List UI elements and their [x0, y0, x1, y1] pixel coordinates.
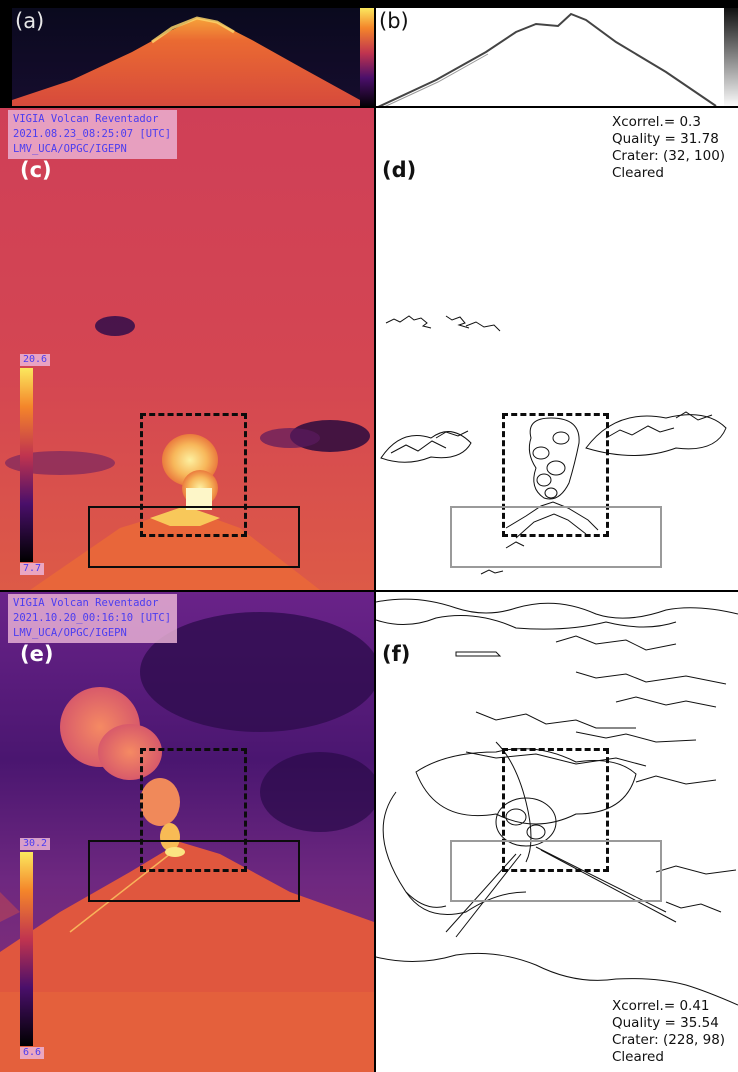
stats-f: Xcorrel.= 0.41 Quality = 35.54 Crater: (… — [612, 998, 725, 1066]
panel-d: Xcorrel.= 0.3 Quality = 31.78 Crater: (3… — [376, 108, 738, 590]
panel-b: (b) — [376, 8, 738, 108]
edge-map-aug-2021 — [380, 315, 727, 575]
banner-c-line-3: LMV_UCA/OPGC/IGEPN — [13, 143, 127, 155]
colorbar-e-min-label: 6.6 — [20, 1047, 45, 1059]
banner-e-line-2: 2021.10.20_00:16:10 [UTC] — [13, 612, 172, 624]
timestamp-banner-e: VIGIA Volcan Reventador 2021.10.20_00:16… — [8, 594, 178, 643]
horizontal-divider-1 — [0, 106, 738, 108]
banner-e-line-1: VIGIA Volcan Reventador — [13, 597, 159, 609]
crater-search-box-dashed-e — [140, 748, 247, 872]
crater-region-box-e — [88, 840, 300, 902]
stats-f-quality: Quality = 35.54 — [612, 1015, 719, 1031]
stats-d-xcorrel: Xcorrel.= 0.3 — [612, 114, 701, 130]
crater-search-box-dashed-f — [502, 748, 609, 872]
banner-c-line-1: VIGIA Volcan Reventador — [13, 113, 159, 125]
edge-profile-image — [377, 8, 738, 108]
thermal-image-aug-2021 — [0, 108, 374, 590]
colorbar-c-min-label: 7.7 — [20, 563, 45, 575]
horizontal-divider-2 — [0, 590, 738, 592]
stats-d-quality: Quality = 31.78 — [612, 131, 719, 147]
panel-label-f: (f) — [382, 642, 411, 666]
panel-f: (f) Xcorrel.= 0.41 Quality = 35.54 Crate… — [376, 592, 738, 1072]
thermal-image-oct-2021 — [0, 592, 374, 1072]
stats-d-crater: Crater: (32, 100) — [612, 148, 726, 164]
panel-label-a: (a) — [15, 9, 45, 33]
edge-map-oct-2021 — [376, 598, 738, 1006]
stats-f-status: Cleared — [612, 1049, 664, 1065]
panel-label-b: (b) — [379, 9, 409, 33]
panel-label-c: (c) — [20, 158, 52, 182]
banner-e-line-3: LMV_UCA/OPGC/IGEPN — [13, 627, 127, 639]
crater-search-box-dashed-d — [502, 413, 609, 537]
vertical-divider — [374, 0, 376, 1072]
crater-region-box-d — [450, 506, 662, 568]
panel-label-e: (e) — [20, 642, 54, 666]
panel-c: VIGIA Volcan Reventador 2021.08.23_08:25… — [0, 108, 374, 590]
stats-f-xcorrel: Xcorrel.= 0.41 — [612, 998, 710, 1014]
colorbar-e — [20, 852, 33, 1046]
crater-search-box-dashed-c — [140, 413, 247, 537]
crater-region-box-c — [88, 506, 300, 568]
colorbar-e-max-label: 30.2 — [20, 838, 51, 850]
banner-c-line-2: 2021.08.23_08:25:07 [UTC] — [13, 128, 172, 140]
panel-e: VIGIA Volcan Reventador 2021.10.20_00:16… — [0, 592, 374, 1072]
colorbar-c-max-label: 20.6 — [20, 354, 51, 366]
stats-d-status: Cleared — [612, 165, 664, 181]
stats-d: Xcorrel.= 0.3 Quality = 31.78 Crater: (3… — [612, 114, 725, 182]
stats-f-crater: Crater: (228, 98) — [612, 1032, 726, 1048]
panel-label-d: (d) — [382, 158, 417, 182]
colorbar-c — [20, 368, 33, 562]
timestamp-banner-c: VIGIA Volcan Reventador 2021.08.23_08:25… — [8, 110, 178, 159]
panel-a: (a) — [12, 8, 374, 108]
thermal-volcano-reference-image — [12, 8, 374, 108]
crater-region-box-f — [450, 840, 662, 902]
